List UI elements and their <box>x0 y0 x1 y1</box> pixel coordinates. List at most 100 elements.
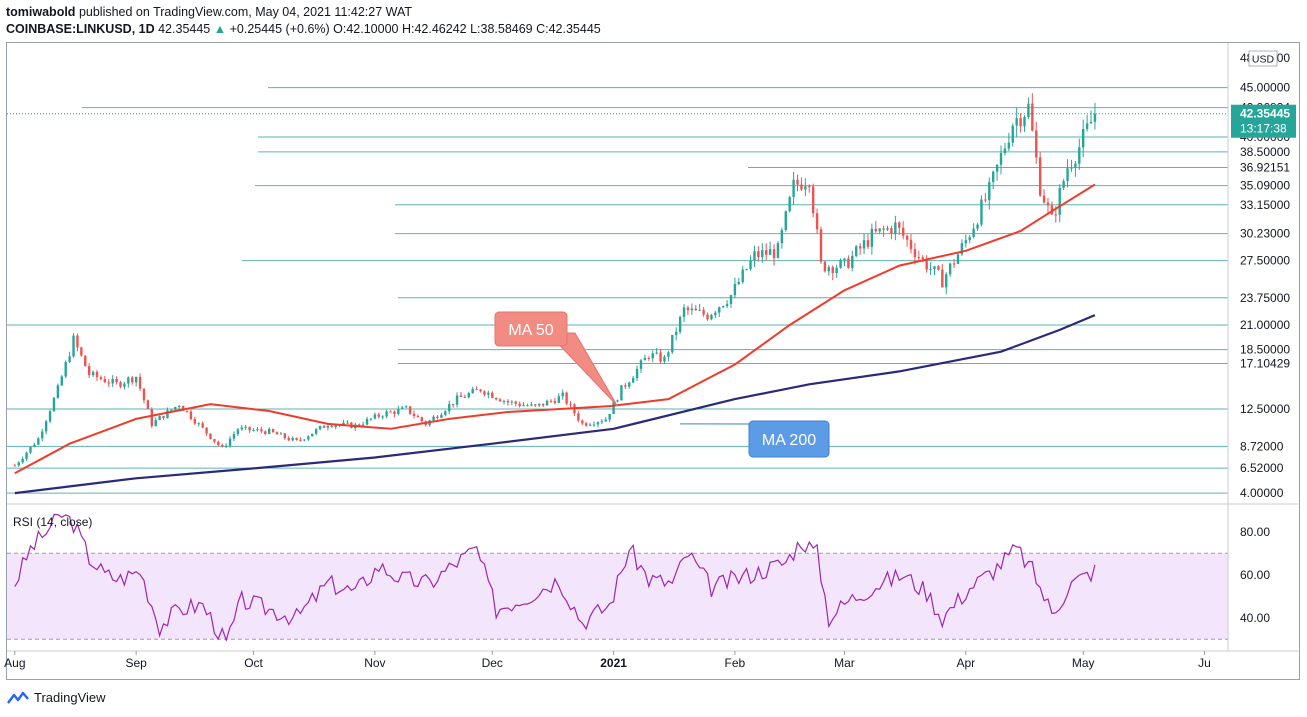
candle-body <box>103 379 107 383</box>
candle-body <box>346 422 349 424</box>
candle-body <box>217 441 220 445</box>
candle-body <box>714 312 717 315</box>
axes: 48.0000045.0000042.9683440.0000038.50000… <box>4 43 1299 670</box>
candle-body <box>647 357 651 359</box>
candle-body <box>99 377 103 380</box>
candle-body <box>162 416 165 419</box>
candle-body <box>314 429 318 434</box>
candle-body <box>725 303 729 307</box>
last-price-tag <box>1231 104 1296 138</box>
candle-body <box>506 400 510 403</box>
candle-body <box>170 409 173 411</box>
candle-body <box>933 266 936 270</box>
candle-body <box>620 385 623 401</box>
candle-body <box>530 404 533 406</box>
candle-body <box>158 416 161 421</box>
last-price-tag-value: 42.35445 <box>1240 107 1290 121</box>
ohlc-values: O:42.10000 H:42.46242 L:38.58469 C:42.35… <box>333 22 601 36</box>
candle-body <box>549 400 553 402</box>
candle-body <box>134 376 138 383</box>
symbol-label: COINBASE:LINKUSD, 1D <box>6 22 155 36</box>
candle-body <box>232 433 236 439</box>
time-axis-label: Ju <box>1198 656 1211 670</box>
candle-body <box>678 316 682 333</box>
candle-body <box>999 153 1003 165</box>
candle-body <box>1015 118 1018 126</box>
candle-body <box>29 446 32 453</box>
candle-body <box>1003 148 1007 154</box>
candle-body <box>600 421 604 423</box>
candle-body <box>322 425 326 428</box>
candle-body <box>905 235 909 240</box>
candle-body <box>976 224 979 229</box>
candle-body <box>913 249 917 258</box>
ma200-callout-box <box>748 420 830 458</box>
candle-body <box>60 376 63 386</box>
candle-body <box>260 429 263 432</box>
candle-body <box>268 429 271 434</box>
candle-body <box>862 240 866 249</box>
time-axis-label: Feb <box>725 656 746 670</box>
ma50-callout-box <box>494 311 568 347</box>
candle-body <box>718 307 721 313</box>
candle-body <box>287 438 290 441</box>
candle-body <box>44 421 48 432</box>
candle-body <box>952 263 956 265</box>
candle-body <box>185 410 189 412</box>
candle-body <box>1031 103 1034 131</box>
candle-body <box>929 269 932 271</box>
brand-label[interactable]: TradingView <box>34 690 106 705</box>
candle-body <box>1058 187 1061 215</box>
candle-body <box>174 406 177 410</box>
candle-body <box>628 382 631 387</box>
candle-body <box>150 409 153 426</box>
candle-body <box>772 249 776 258</box>
candle-body <box>494 397 498 400</box>
candle-body <box>808 186 811 188</box>
candle-body <box>256 429 259 431</box>
candle-body <box>37 438 40 445</box>
candle-body <box>663 356 666 362</box>
candle-body <box>592 424 596 426</box>
candle-body <box>561 392 564 397</box>
candle-body <box>1082 129 1085 148</box>
candle-body <box>1038 157 1042 196</box>
candle-body <box>659 352 662 362</box>
candle-body <box>1089 121 1093 124</box>
candle-body <box>804 186 807 190</box>
candle-body <box>800 184 803 190</box>
candle-body <box>33 444 36 447</box>
candle-body <box>870 228 874 247</box>
candle-body <box>408 406 412 414</box>
candle-body <box>498 399 502 402</box>
candle-body <box>13 465 17 467</box>
candle-body <box>921 257 924 259</box>
candle-body <box>866 240 870 247</box>
time-axis-label: Aug <box>4 656 25 670</box>
candle-body <box>52 397 56 412</box>
candle-body <box>545 400 549 406</box>
candle-body <box>87 366 91 376</box>
price-axis-label: 38.50000 <box>1240 145 1290 159</box>
candle-body <box>76 335 79 348</box>
price-axis-label: 33.15000 <box>1240 198 1290 212</box>
candle-body <box>311 433 314 437</box>
candle-body <box>115 378 118 383</box>
candle-body <box>596 422 600 425</box>
candle-body <box>784 211 787 230</box>
candle-body <box>522 405 525 407</box>
price-axis-label: 36.92151 <box>1240 160 1290 174</box>
candle-body <box>702 309 705 315</box>
candle-body <box>811 186 815 214</box>
candle-body <box>890 228 893 234</box>
price-axis-label: 8.72000 <box>1240 439 1284 453</box>
candle-body <box>882 228 885 230</box>
candle-body <box>295 438 298 440</box>
ma200-line <box>14 314 1096 495</box>
rsi-band <box>7 553 1228 640</box>
footer: TradingView <box>7 690 106 705</box>
candle-body <box>631 378 635 383</box>
candle-body <box>534 404 537 406</box>
currency-badge <box>1248 50 1278 67</box>
